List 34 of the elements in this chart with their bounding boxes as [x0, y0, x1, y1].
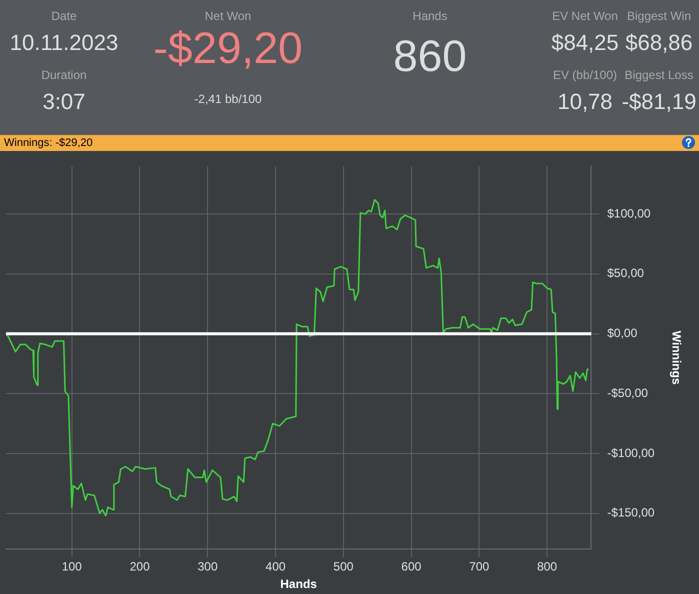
text: Net Won — [204, 9, 252, 24]
x-tick-label: 300 — [198, 560, 218, 574]
text: 3:07 — [42, 89, 86, 114]
text: Biggest Win — [626, 9, 692, 23]
text: $84,25 — [551, 30, 619, 55]
x-tick-label: 700 — [469, 560, 490, 574]
y-tick-label: -$150,00 — [607, 506, 655, 520]
y-tick-label: -$100,00 — [607, 446, 655, 460]
x-tick-label: 100 — [62, 560, 82, 574]
y-tick-label: $50,00 — [607, 266, 644, 280]
text: 10.11.2023 — [8, 30, 120, 56]
y-tick-label: -$50,00 — [607, 386, 648, 400]
text: -$81,19 — [620, 89, 698, 114]
text: -2,41 bb/100 — [193, 92, 263, 107]
text: $68,86 — [625, 30, 693, 55]
text: 10,78 — [557, 89, 613, 114]
x-tick-label: 800 — [537, 560, 558, 574]
x-tick-label: 600 — [401, 560, 422, 574]
y-axis-title: Winnings — [669, 330, 684, 385]
text: -$29,20 — [152, 24, 304, 75]
text: Date — [50, 9, 78, 24]
text: Duration — [40, 68, 88, 83]
x-axis-title: Hands — [280, 577, 318, 592]
text: EV (bb/100) — [552, 68, 618, 82]
text: EV Net Won — [552, 9, 618, 23]
y-tick-label: $100,00 — [607, 206, 651, 220]
y-tick-label: $0,00 — [607, 326, 638, 340]
x-tick-label: 500 — [333, 560, 354, 574]
x-tick-label: 400 — [266, 560, 286, 574]
x-tick-label: 200 — [130, 560, 150, 574]
text: Biggest Loss — [624, 68, 694, 82]
chart-title: Winnings: -$29,20 — [4, 137, 93, 149]
text: Hands — [412, 9, 448, 24]
text: 860 — [392, 32, 468, 83]
